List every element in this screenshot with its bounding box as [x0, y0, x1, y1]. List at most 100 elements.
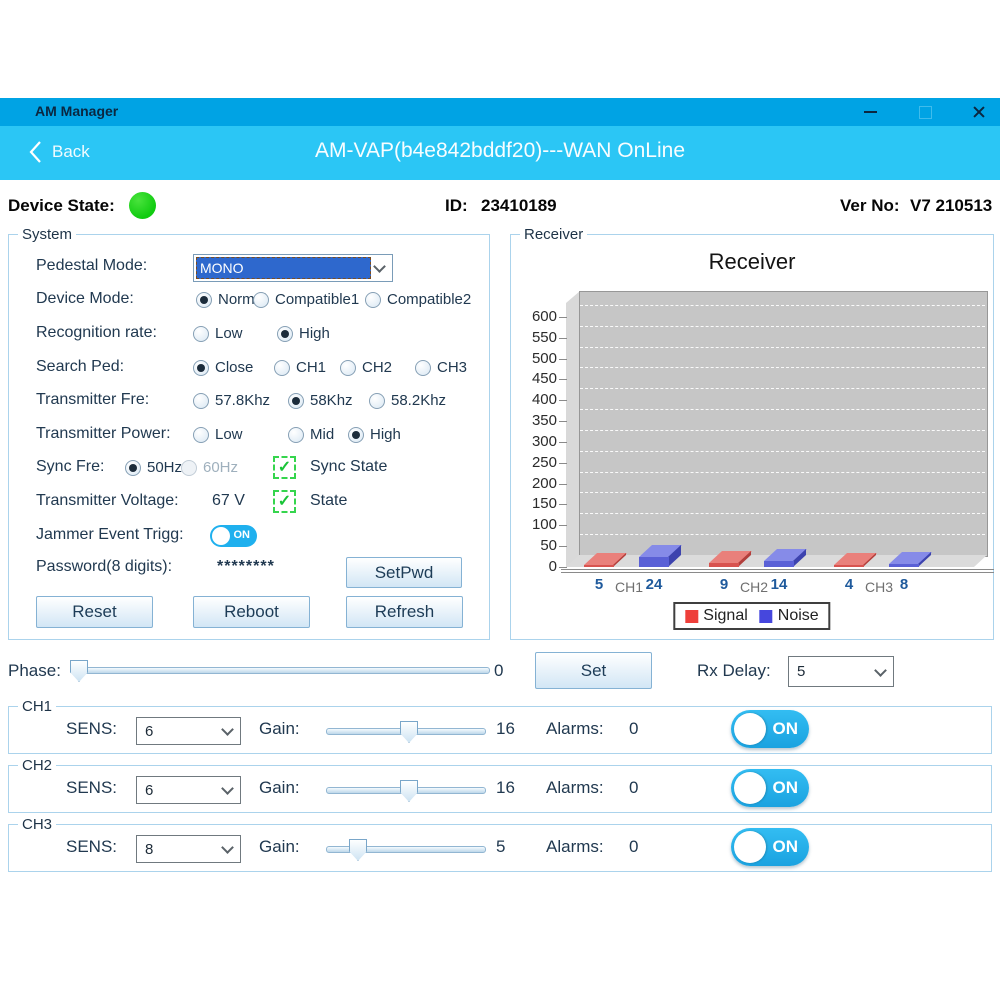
ch3-sens-value: 8 [145, 840, 154, 858]
chart-y-tick-label: 300 [531, 432, 557, 450]
reset-button[interactable]: Reset [36, 596, 153, 628]
phase-slider[interactable] [70, 659, 490, 682]
radio-power-high[interactable]: High [348, 426, 401, 443]
minimize-button[interactable] [853, 98, 887, 126]
chart-bar-noise [764, 561, 794, 567]
ch2-groupbox-label: CH2 [18, 757, 57, 774]
radio-power-low[interactable]: Low [193, 426, 243, 443]
setpwd-button[interactable]: SetPwd [346, 557, 462, 588]
ch2-power-toggle[interactable]: ON [731, 769, 809, 807]
radio-fre-58[interactable]: 58Khz [288, 392, 353, 409]
chart-title: Receiver [708, 249, 796, 274]
ch1-groupbox: CH1 SENS: 6 Gain: 16 Alarms: 0 ON [8, 698, 992, 754]
chart-gridline [580, 513, 985, 515]
chart-y-tick-mark [559, 316, 567, 318]
radio-fre-57-8[interactable]: 57.8Khz [193, 392, 270, 409]
chart-y-tick-label: 0 [548, 558, 557, 575]
chart-bar-signal [834, 565, 864, 567]
row-transmitter-fre: Transmitter Fre: 57.8Khz 58Khz 58.2Khz [9, 388, 489, 414]
row-transmitter-voltage: Transmitter Voltage: 67 V State [9, 489, 489, 515]
chevron-down-icon [373, 260, 386, 273]
ch2-groupbox: CH2 SENS: 6 Gain: 16 Alarms: 0 ON [8, 757, 992, 813]
ch3-sens-label: SENS: [66, 837, 118, 856]
rx-delay-select[interactable]: 5 [788, 656, 894, 687]
radio-recognition-high[interactable]: High [277, 325, 330, 342]
ch1-gain-slider-thumb[interactable] [400, 721, 418, 743]
ch2-alarms-label: Alarms: [546, 778, 604, 797]
radio-search-ped-ch2[interactable]: CH2 [340, 359, 392, 376]
chart-y-tick-label: 550 [531, 328, 557, 346]
radio-fre-58-2[interactable]: 58.2Khz [369, 392, 446, 409]
chart-axis-line [561, 572, 994, 573]
radio-search-ped-close[interactable]: Close [193, 359, 253, 376]
chart-y-tick-mark [559, 483, 567, 485]
chart-x-value-label: 9 [719, 576, 729, 593]
chart-y-tick-mark [559, 504, 567, 506]
radio-icon [274, 359, 290, 376]
phase-slider-thumb[interactable] [70, 660, 88, 682]
ver-value: V7 210513 [910, 196, 993, 215]
transmitter-fre-label: Transmitter Fre: [36, 391, 150, 408]
chart-x-value-label: 4 [844, 576, 854, 593]
voltage-state-checkbox[interactable] [273, 490, 296, 513]
toggle-on-label: ON [772, 837, 799, 856]
ch2-sens-select[interactable]: 6 [136, 776, 241, 804]
chart-axis-line [561, 569, 994, 570]
radio-sync-50hz[interactable]: 50Hz [125, 459, 182, 476]
row-device-mode: Device Mode: Normal Compatible1 Compatib… [9, 287, 489, 313]
toggle-on-label: ON [772, 778, 799, 797]
id-label: ID: [445, 196, 468, 215]
chart-bar-signal [709, 563, 739, 567]
device-mode-label: Device Mode: [36, 290, 134, 307]
set-button[interactable]: Set [535, 652, 652, 689]
chart-gridline [580, 534, 985, 536]
system-groupbox: System Pedestal Mode: MONO Device Mode: … [8, 226, 490, 640]
jammer-trigg-toggle[interactable]: ON [210, 525, 257, 547]
ch2-gain-slider[interactable] [326, 779, 486, 802]
radio-icon [196, 291, 212, 308]
id-value: 23410189 [481, 196, 557, 215]
ch2-sens-value: 6 [145, 781, 154, 799]
radio-icon [288, 392, 304, 409]
radio-icon [193, 359, 209, 376]
radio-recognition-low[interactable]: Low [193, 325, 243, 342]
radio-search-ped-ch1[interactable]: CH1 [274, 359, 326, 376]
radio-device-mode-compatible1[interactable]: Compatible1 [253, 291, 359, 308]
close-button[interactable] [962, 98, 996, 126]
pedestal-mode-select[interactable]: MONO [193, 254, 393, 282]
legend-item-noise: Noise [759, 607, 819, 625]
row-recognition-rate: Recognition rate: Low High [9, 321, 489, 347]
ch1-gain-slider[interactable] [326, 720, 486, 743]
ch3-gain-slider[interactable] [326, 838, 486, 861]
page-title: AM-VAP(b4e842bddf20)---WAN OnLine [315, 139, 685, 162]
ch3-gain-slider-track[interactable] [326, 846, 486, 853]
ch3-power-toggle[interactable]: ON [731, 828, 809, 866]
ch3-gain-value: 5 [496, 837, 506, 856]
maximize-button[interactable] [908, 98, 942, 126]
chart-y-tick-label: 500 [531, 349, 557, 367]
phase-slider-track[interactable] [70, 667, 490, 674]
sync-state-checkbox[interactable] [273, 456, 296, 479]
rx-delay-value: 5 [797, 663, 806, 680]
ch1-sens-value: 6 [145, 722, 154, 740]
radio-search-ped-ch3[interactable]: CH3 [415, 359, 467, 376]
radio-device-mode-compatible2[interactable]: Compatible2 [365, 291, 471, 308]
chart-bar-noise [889, 564, 919, 567]
back-button[interactable]: Back [28, 140, 90, 164]
radio-icon [348, 426, 364, 443]
window-title: AM Manager [35, 103, 119, 119]
radio-icon [277, 325, 293, 342]
ch1-power-toggle[interactable]: ON [731, 710, 809, 748]
ch2-gain-slider-thumb[interactable] [400, 780, 418, 802]
toggle-on-label: ON [233, 529, 251, 541]
device-state-label: Device State: [8, 196, 115, 215]
ch1-sens-select[interactable]: 6 [136, 717, 241, 745]
chart-x-category-label: CH3 [864, 579, 893, 595]
ch3-sens-select[interactable]: 8 [136, 835, 241, 863]
reboot-button[interactable]: Reboot [193, 596, 310, 628]
ch3-gain-slider-thumb[interactable] [349, 839, 367, 861]
sync-state-label: Sync State [310, 458, 388, 475]
refresh-button[interactable]: Refresh [346, 596, 463, 628]
chart-x-value-label: 24 [645, 576, 663, 593]
radio-power-mid[interactable]: Mid [288, 426, 334, 443]
